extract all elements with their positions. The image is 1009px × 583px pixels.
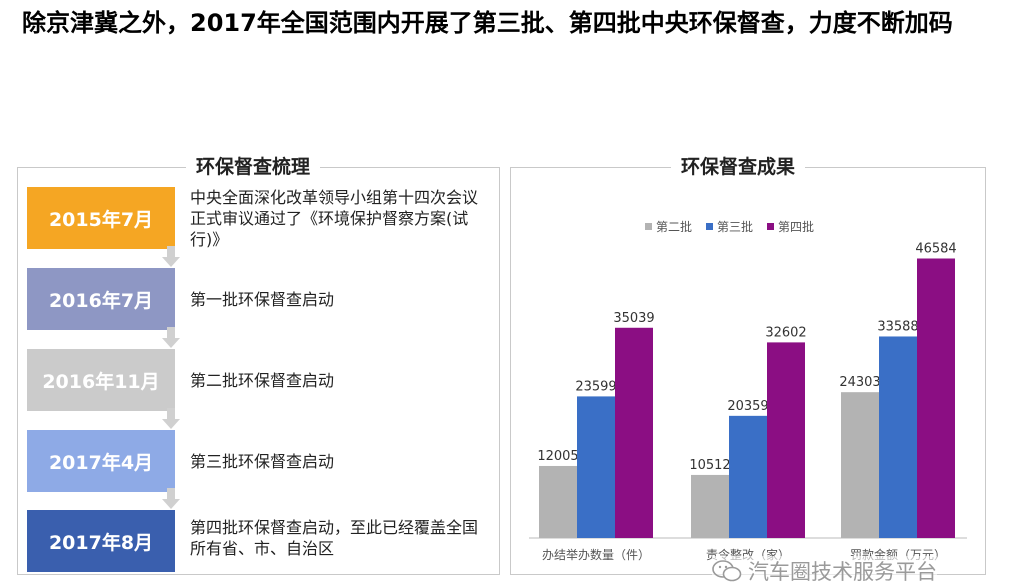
data-label: 35039	[613, 311, 654, 326]
timeline-date-2016-07: 2016年7月	[27, 268, 175, 330]
data-label: 23599	[575, 379, 616, 394]
legend-swatch	[706, 223, 714, 230]
data-label: 12005	[537, 449, 578, 464]
legend-item-batch4: 第四批	[767, 218, 814, 235]
bar	[539, 465, 577, 538]
data-label: 24303	[839, 375, 880, 390]
timeline-panel: 环保督查梳理 2015年7月 中央全面深化改革领导小组第十四次会议正式审议通过了…	[17, 155, 500, 575]
down-arrow-icon	[162, 246, 180, 267]
down-arrow-icon	[162, 408, 180, 429]
data-label: 32602	[765, 325, 806, 340]
timeline-text-2016-11: 第二批环保督查启动	[190, 371, 335, 390]
bar	[917, 258, 955, 538]
bar	[879, 336, 917, 538]
timeline-text-2017-04: 第三批环保督查启动	[190, 452, 335, 471]
slide-title: 除京津冀之外，2017年全国范围内开展了第三批、第四批中央环保督查，力度不断加码	[22, 9, 953, 37]
down-arrow-icon	[162, 488, 180, 509]
watermark: 汽车圈技术服务平台	[712, 556, 937, 583]
bar	[577, 396, 615, 538]
down-arrow-icon	[162, 327, 180, 348]
timeline-date-2017-04: 2017年4月	[27, 430, 175, 492]
legend-swatch	[645, 223, 652, 230]
chart-legend: 第二批 第三批 第四批	[645, 218, 814, 235]
data-label: 46584	[915, 241, 956, 256]
category-label: 办结举办数量（件）	[542, 547, 650, 562]
timeline-text-2015-07: 中央全面深化改革领导小组第十四次会议正式审议通过了《环境保护督察方案(试行)》	[190, 188, 479, 249]
bar	[615, 327, 653, 538]
legend-item-batch2: 第二批	[645, 218, 692, 235]
data-label: 33588	[877, 319, 918, 334]
bar	[729, 415, 767, 538]
bar	[767, 342, 805, 538]
timeline-heading: 环保督查梳理	[186, 155, 321, 179]
wechat-icon	[712, 560, 742, 582]
legend-item-batch3: 第三批	[706, 218, 753, 235]
bar	[691, 474, 729, 538]
timeline-date-2015-07: 2015年7月	[27, 187, 175, 249]
timeline-date-2017-08: 2017年8月	[27, 510, 175, 572]
data-label: 20359	[727, 399, 768, 414]
results-heading: 环保督查成果	[671, 155, 806, 179]
timeline-text-2017-08: 第四批环保督查启动，至此已经覆盖全国所有省、市、自治区	[190, 518, 479, 558]
bar	[841, 392, 879, 538]
timeline-text-2016-07: 第一批环保督查启动	[190, 290, 335, 309]
legend-swatch	[767, 223, 775, 230]
results-panel: 环保督查成果 第二批 第三批 第四批 12005 23599 35039 办结举办数量…	[510, 155, 986, 575]
bar-chart: 120052359935039办结举办数量（件）105122035932602责…	[529, 241, 967, 562]
data-label: 10512	[689, 458, 730, 473]
timeline-date-2016-11: 2016年11月	[27, 349, 175, 411]
